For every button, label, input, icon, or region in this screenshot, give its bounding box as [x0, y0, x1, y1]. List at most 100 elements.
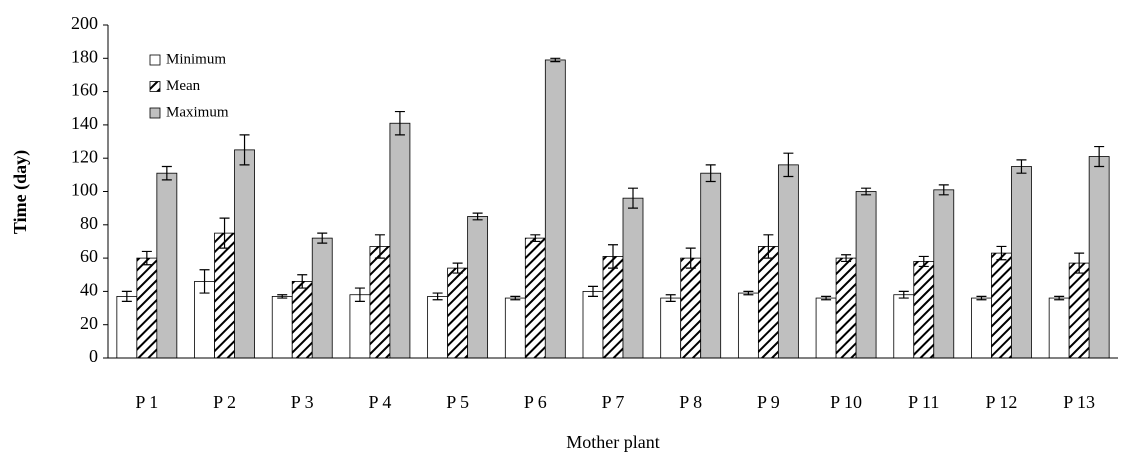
bar	[602, 256, 624, 359]
error-bar	[665, 294, 676, 302]
bar	[544, 59, 566, 359]
error-bar	[354, 287, 365, 302]
bar	[447, 267, 469, 359]
y-axis-label: Time (day)	[10, 150, 31, 234]
y-tick-label: 180	[71, 46, 98, 66]
error-bar	[317, 232, 328, 244]
bar	[234, 149, 255, 359]
error-bar	[763, 234, 774, 259]
y-tick-label: 80	[80, 213, 98, 233]
error-bar	[510, 295, 521, 301]
bar	[933, 189, 955, 359]
bar	[311, 237, 333, 359]
error-bar	[821, 295, 832, 301]
legend-swatch	[149, 81, 161, 92]
legend-swatch	[149, 54, 161, 66]
bar	[291, 281, 313, 359]
bar	[427, 295, 449, 359]
error-bar	[861, 187, 872, 196]
error-bar	[628, 187, 638, 209]
y-tick-label: 140	[71, 113, 98, 133]
error-bar	[976, 295, 987, 301]
bar	[116, 295, 138, 359]
error-bar	[1074, 252, 1085, 274]
error-bar	[1054, 295, 1065, 301]
error-bar	[588, 285, 598, 297]
error-bar	[705, 164, 716, 183]
legend-label: Mean	[166, 78, 201, 94]
bar	[680, 257, 702, 359]
error-bar	[297, 274, 308, 289]
bar	[1088, 156, 1110, 359]
bar	[214, 232, 235, 359]
bar	[156, 172, 178, 359]
error-bar	[374, 234, 385, 259]
bar	[622, 197, 644, 359]
error-bar	[452, 262, 463, 274]
x-tick-label: P 4	[369, 392, 392, 412]
error-bar	[685, 247, 696, 269]
y-tick-label: 160	[71, 80, 98, 100]
error-bar	[550, 57, 561, 63]
y-tick-label: 100	[71, 180, 98, 200]
y-tick-label: 40	[80, 280, 98, 300]
bar	[913, 261, 935, 359]
bar	[582, 290, 604, 359]
error-bar	[918, 255, 929, 268]
error-bar	[743, 290, 754, 296]
error-bar	[1016, 159, 1027, 174]
bar	[524, 237, 546, 359]
error-bar	[898, 290, 909, 299]
bar	[660, 297, 682, 359]
bar	[757, 246, 779, 359]
x-tick-label: P 6	[524, 392, 547, 412]
error-bar	[141, 250, 152, 266]
error-bar	[938, 184, 949, 196]
error-bar	[277, 294, 288, 299]
x-tick-label: P 2	[213, 392, 236, 412]
legend-label: Maximum	[166, 104, 229, 120]
x-tick-label: P 8	[679, 392, 702, 412]
bar	[271, 295, 293, 359]
y-tick-label: 0	[89, 346, 98, 366]
bar	[815, 297, 837, 359]
y-tick-label: 60	[80, 246, 98, 266]
bar	[855, 191, 877, 359]
bar	[349, 294, 371, 359]
error-bar	[783, 152, 794, 178]
y-tick-label: 200	[71, 13, 98, 33]
error-bar	[996, 245, 1007, 261]
x-tick-label: P 12	[986, 392, 1018, 412]
error-bar	[472, 212, 483, 221]
error-bar	[219, 217, 230, 249]
bar	[369, 246, 391, 359]
error-bar	[841, 254, 852, 263]
bar	[136, 257, 158, 359]
bar	[1011, 166, 1032, 359]
x-tick-label: P 7	[602, 392, 625, 412]
x-tick-label: P 5	[446, 392, 469, 412]
bar	[700, 172, 722, 359]
error-bar	[199, 269, 210, 294]
x-tick-label: P 11	[908, 392, 939, 412]
error-bar	[121, 290, 132, 302]
error-bar	[161, 165, 172, 181]
x-tick-label: P 1	[135, 392, 158, 412]
y-tick-label: 120	[71, 146, 98, 166]
x-axis-label: Mother plant	[566, 432, 659, 452]
bar	[835, 257, 857, 359]
bar	[991, 252, 1012, 359]
x-tick-label: P 13	[1063, 392, 1095, 412]
x-tick-label: P 10	[830, 392, 862, 412]
error-bar	[530, 234, 541, 243]
legend-swatch	[149, 107, 161, 119]
bar	[1048, 297, 1070, 359]
bar	[1068, 262, 1090, 359]
bar	[737, 292, 759, 359]
error-bar	[239, 134, 250, 166]
error-bar	[608, 244, 618, 269]
y-tick-label: 20	[80, 313, 98, 333]
error-bar	[432, 292, 443, 301]
bar	[467, 216, 489, 359]
